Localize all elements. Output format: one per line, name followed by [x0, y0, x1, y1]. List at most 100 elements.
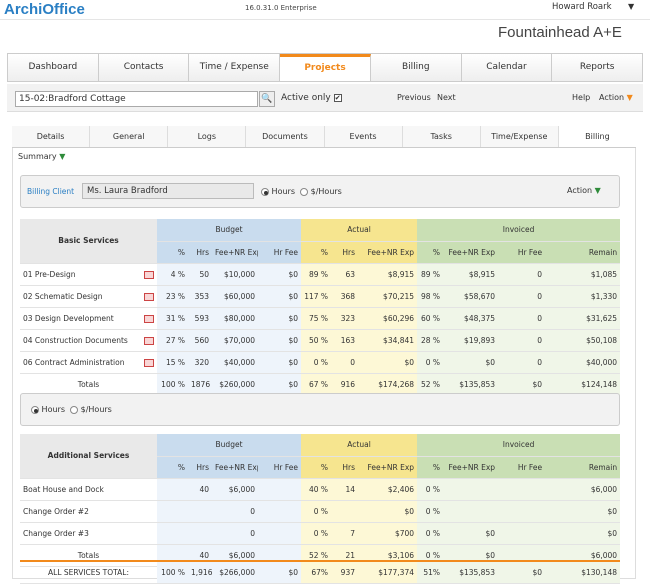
client-action-label: Action: [567, 186, 593, 195]
cell-value: 51%: [423, 567, 440, 577]
cell-value: 0: [537, 313, 543, 323]
cell-value: 21: [345, 550, 356, 560]
cell-value: 03 Design Development: [23, 313, 114, 323]
basic-service-row-cell: 320: [188, 351, 212, 374]
tab-billing[interactable]: Billing: [558, 126, 636, 147]
user-menu-caret-icon[interactable]: ▼: [628, 2, 635, 11]
cell-value: $50,108: [586, 335, 618, 345]
cell-value: $130,148: [581, 567, 617, 577]
cell-value: 40: [199, 484, 209, 494]
cell-value: Change Order #2: [23, 506, 89, 516]
additional-service-row-cell: $0: [358, 500, 418, 523]
hours-radio-2[interactable]: [31, 405, 39, 414]
invoice-calendar-icon[interactable]: [144, 292, 154, 301]
invoice-calendar-icon[interactable]: [144, 270, 154, 279]
cell-value: $266,000: [219, 567, 255, 577]
project-select[interactable]: 15-02:Bradford Cottage: [15, 91, 258, 107]
next-link[interactable]: Next: [437, 93, 456, 102]
cell-value: $0: [532, 567, 542, 577]
basic-service-row-cell: 4 %: [157, 263, 188, 286]
cell-value: ALL SERVICES TOTAL:: [48, 567, 129, 577]
invoice-calendar-icon[interactable]: [144, 314, 154, 323]
nav-reports[interactable]: Reports: [579, 62, 615, 72]
active-only-filter[interactable]: Active only ✔: [281, 93, 342, 103]
cell-value: 0: [537, 357, 543, 367]
action-menu[interactable]: Action ▼: [599, 93, 633, 102]
client-action-menu[interactable]: Action ▼: [567, 186, 601, 195]
basic-service-row-cell: 0: [498, 307, 546, 330]
basic-totals-row-cell: $124,148: [545, 373, 621, 396]
cell-value: $58,670: [464, 291, 496, 301]
additional-service-row-label: Change Order #2: [20, 500, 157, 523]
tab-details[interactable]: Details: [12, 126, 91, 147]
cell-value: $6,000: [590, 550, 618, 560]
cell-value: $0: [288, 335, 299, 345]
tab-events[interactable]: Events: [325, 126, 403, 147]
invoice-calendar-icon[interactable]: [144, 336, 154, 345]
tab-time-expense[interactable]: Time/Expense: [481, 126, 559, 147]
additional-service-row-cell: 7: [331, 522, 359, 545]
billing-client-panel: Billing Client Ms. Laura Bradford Hours …: [20, 175, 620, 208]
cell-value: $34,841: [383, 335, 415, 345]
invoice-calendar-icon[interactable]: [144, 358, 154, 367]
cell-value: $2,406: [387, 484, 415, 494]
nav-time-expense[interactable]: Time / Expense: [189, 54, 281, 81]
additional-service-row-cell: $6,000: [545, 478, 621, 501]
billing-client-label[interactable]: Billing Client: [27, 187, 75, 196]
basic-service-row-cell: $31,625: [545, 307, 621, 330]
hours-radio[interactable]: [261, 187, 269, 196]
cell-value: $0: [288, 291, 299, 301]
tab-tasks[interactable]: Tasks: [403, 126, 481, 147]
app-logo[interactable]: ArchiOffice: [4, 1, 85, 18]
cell-value: 50: [199, 269, 209, 279]
rate-radio[interactable]: [300, 187, 309, 196]
basic-service-row-cell: $0: [258, 351, 302, 374]
search-icon[interactable]: 🔍: [259, 91, 275, 107]
cell-value: 40: [199, 550, 209, 560]
nav-dashboard[interactable]: Dashboard: [8, 54, 99, 81]
billing-client-field[interactable]: Ms. Laura Bradford: [82, 183, 254, 199]
summary-dropdown[interactable]: Summary ▼: [18, 152, 65, 161]
basic-service-row-cell: $19,893: [443, 329, 499, 352]
nav-projects[interactable]: Projects: [280, 54, 371, 81]
tab-general[interactable]: General: [90, 126, 169, 147]
cell-value: $1,085: [590, 269, 618, 279]
summary-caret-icon: ▼: [59, 152, 66, 161]
cell-value: $0: [485, 550, 496, 560]
actual-header: Actual: [301, 219, 418, 242]
user-menu[interactable]: Howard Roark: [552, 2, 612, 12]
rate-radio-2[interactable]: [70, 405, 79, 414]
help-link[interactable]: Help: [572, 93, 591, 102]
cell-value: 593: [194, 313, 209, 323]
additional-service-row-cell: 0 %: [417, 478, 444, 501]
basic-totals-row-label: Totals: [20, 373, 157, 396]
tab-documents[interactable]: Documents: [246, 126, 325, 147]
previous-link[interactable]: Previous: [397, 93, 431, 102]
basic-totals-row-cell: 1876: [188, 373, 212, 396]
tab-logs[interactable]: Logs: [168, 126, 247, 147]
basic-service-row: 02 Schematic Design 23 % 353 $60,000 $0 117 %…: [20, 285, 621, 308]
basic-service-row-cell: 28 %: [417, 329, 444, 352]
cell-value: $40,000: [223, 357, 255, 367]
col-budget-hrfee: Hr Fee: [258, 241, 302, 264]
cell-value: 4 %: [170, 269, 185, 279]
additional-service-row-cell: $0: [545, 500, 621, 523]
cell-value: $0: [404, 506, 415, 516]
cell-value: $60,000: [223, 291, 255, 301]
additional-service-row-cell: [157, 522, 188, 545]
rate-mode-panel: Hours $/Hours: [20, 393, 620, 426]
hours-radio-label: Hours: [271, 187, 295, 196]
nav-calendar[interactable]: Calendar: [462, 54, 553, 81]
project-subtabs: Details General Logs Documents Events Ta…: [12, 126, 636, 148]
nav-contacts[interactable]: Contacts: [99, 54, 190, 81]
basic-service-row-cell: $34,841: [358, 329, 418, 352]
basic-service-row-cell: 89 %: [301, 263, 332, 286]
basic-totals-row-cell: $135,853: [443, 373, 499, 396]
all-services-total-row-cell: $177,374: [358, 560, 417, 584]
col-actual-fee: Fee+NR Exp: [358, 241, 418, 264]
all-services-total-row-cell: $0: [498, 560, 545, 584]
nav-billing[interactable]: Billing: [371, 54, 462, 81]
active-only-label: Active only: [281, 93, 331, 103]
active-only-checkbox[interactable]: ✔: [333, 93, 342, 102]
all-services-total-row-label: ALL SERVICES TOTAL:: [20, 560, 157, 584]
